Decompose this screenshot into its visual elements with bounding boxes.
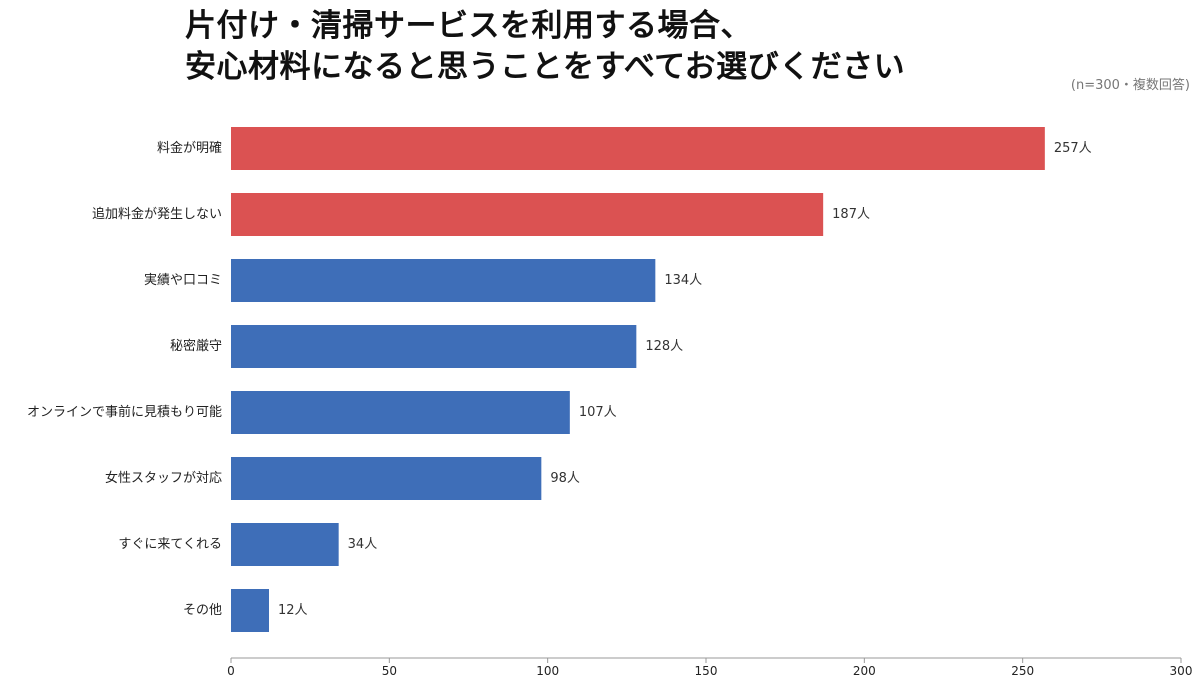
- category-label: 追加料金が発生しない: [92, 206, 222, 222]
- category-label: すぐに来てくれる: [118, 537, 222, 552]
- chart-title: 片付け・清掃サービスを利用する場合、 安心材料になると思うことをすべてお選びくだ…: [185, 6, 905, 88]
- x-tick-label: 300: [1170, 664, 1193, 678]
- data-label: 98人: [550, 471, 580, 486]
- bar: [231, 589, 269, 632]
- data-label: 134人: [664, 273, 702, 288]
- category-label: 秘密厳守: [170, 338, 222, 354]
- category-label: オンラインで事前に見積もり可能: [27, 404, 222, 420]
- x-tick-label: 200: [853, 664, 876, 678]
- bar: [231, 193, 824, 236]
- data-label: 128人: [645, 339, 683, 354]
- bar: [231, 259, 656, 302]
- chart-title-line1: 片付け・清掃サービスを利用する場合、: [185, 8, 752, 44]
- bar: [231, 457, 542, 500]
- bar: [231, 127, 1045, 170]
- category-label: 料金が明確: [157, 140, 222, 156]
- category-label: 実績や口コミ: [144, 272, 222, 288]
- data-label: 12人: [278, 603, 308, 618]
- data-label: 107人: [579, 405, 617, 420]
- bar: [231, 325, 637, 368]
- data-label: 187人: [832, 207, 870, 222]
- x-tick-label: 50: [382, 664, 397, 678]
- bar: [231, 523, 339, 566]
- category-label: 女性スタッフが対応: [105, 470, 222, 486]
- data-label: 34人: [348, 537, 378, 552]
- x-tick-label: 150: [695, 664, 718, 678]
- data-label: 257人: [1054, 141, 1092, 156]
- chart-title-line2: 安心材料になると思うことをすべてお選びください: [185, 49, 906, 85]
- x-tick-label: 100: [536, 664, 559, 678]
- sample-size-note: (n=300・複数回答): [1070, 78, 1190, 93]
- category-label: その他: [183, 603, 222, 618]
- bar: [231, 391, 570, 434]
- x-tick-label: 250: [1011, 664, 1034, 678]
- x-tick-label: 0: [227, 664, 235, 678]
